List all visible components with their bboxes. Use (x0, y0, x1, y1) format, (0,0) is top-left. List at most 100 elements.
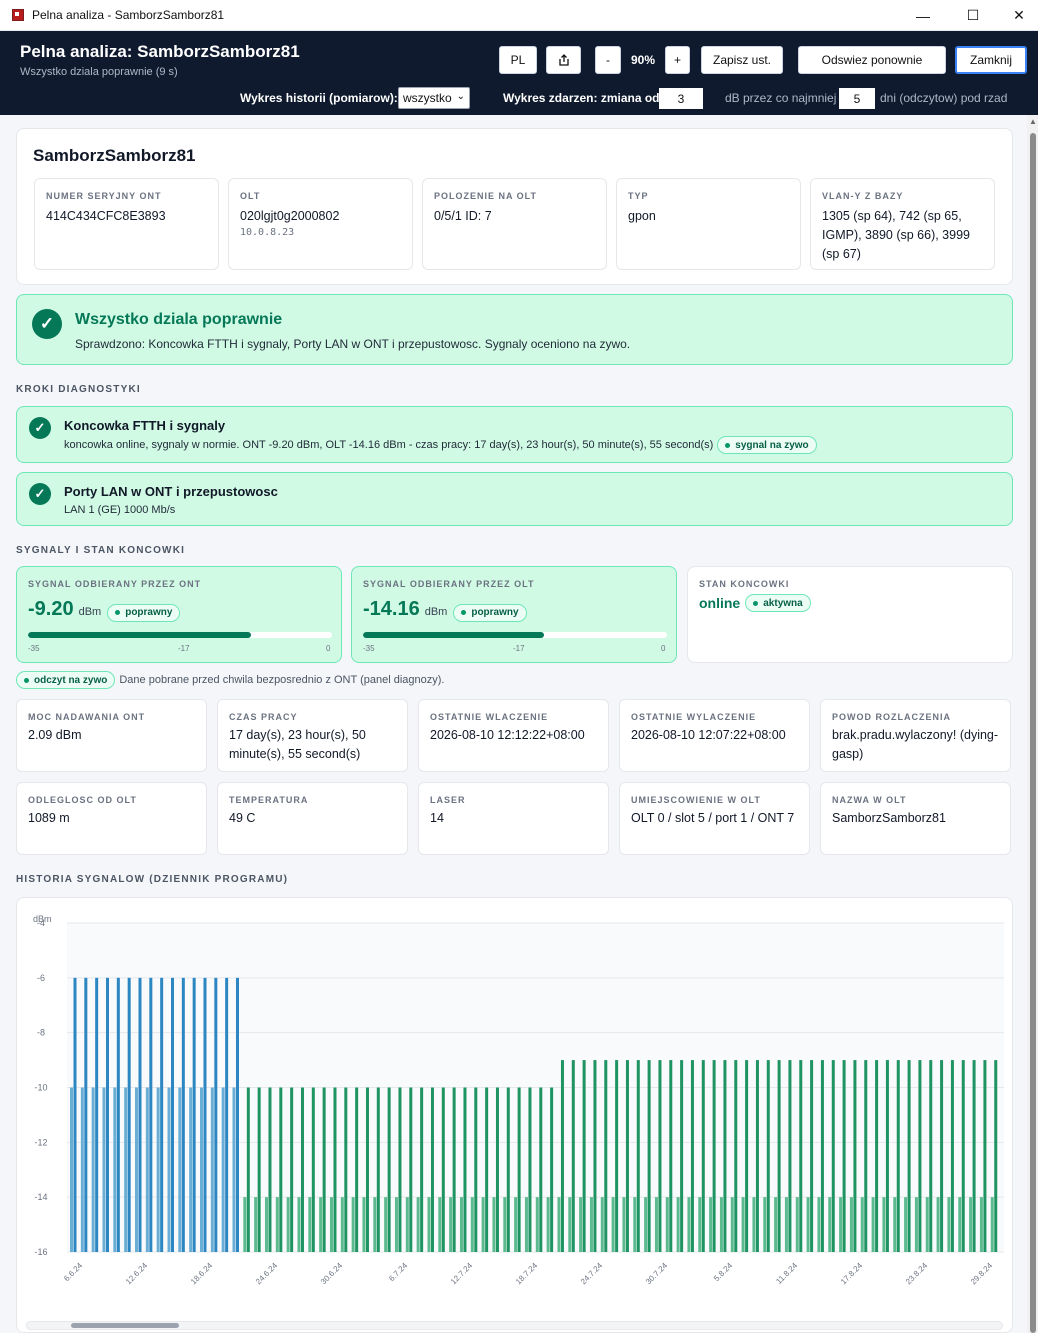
ont-signal-bar (181, 977, 185, 1252)
ont-signal-bar (777, 1060, 781, 1252)
history-range-select[interactable]: wszystko ⌄ (398, 87, 470, 109)
x-tick-label: 12.7.24 (449, 1261, 475, 1287)
ont-signal-bar (452, 1087, 456, 1252)
olt-signal-bar (665, 1197, 669, 1252)
maximize-button[interactable]: ☐ (966, 7, 980, 23)
live-reading-row: odczyt na zywo Dane pobrane przed chwila… (16, 671, 444, 689)
ont-signal-bar (550, 1087, 554, 1252)
olt-signal-bar (784, 1197, 788, 1252)
ont-signal-bar (246, 1087, 250, 1252)
y-tick-label: -6 (37, 973, 45, 983)
metric-label: NAZWA W OLT (832, 795, 907, 805)
metric-label: POWOD ROZLACZENIA (832, 712, 951, 722)
ont-signal-bar (961, 1060, 965, 1252)
olt-signal-bar (524, 1197, 528, 1252)
x-tick-label: 12.6.24 (124, 1261, 150, 1287)
signal-label: SYGNAL ODBIERANY PRZEZ ONT (28, 579, 202, 589)
metric-label: OSTATNIE WYLACZENIE (631, 712, 757, 722)
vertical-scrollbar[interactable]: ▲ (1027, 115, 1038, 1333)
x-tick-label: 24.6.24 (254, 1261, 280, 1287)
minimize-button[interactable]: — (916, 7, 930, 24)
y-tick-label: -14 (34, 1192, 47, 1202)
olt-signal-bar (243, 1197, 247, 1252)
olt-signal-bar (752, 1197, 756, 1252)
olt-signal-bar (600, 1197, 604, 1252)
ont-signal-bar (875, 1060, 879, 1252)
olt-signal-bar (990, 1197, 994, 1252)
events-db-text: dB przez co najmniej (725, 91, 837, 105)
status-banner: ✓ Wszystko dziala poprawnie Sprawdzono: … (16, 294, 1013, 365)
ont-signal-bar (105, 977, 109, 1252)
olt-signal-bar (828, 1197, 832, 1252)
events-db-input[interactable]: 3 (659, 88, 703, 109)
olt-signal-bar (156, 1087, 160, 1252)
chart-scrollbar-thumb[interactable] (71, 1323, 179, 1328)
signal-value: -14.16 (363, 598, 420, 620)
x-tick-label: 17.8.24 (839, 1261, 865, 1287)
olt-signal-bar (481, 1197, 485, 1252)
metric-card: LASER 14 (418, 782, 609, 855)
ont-signal-bar (625, 1060, 629, 1252)
olt-signal-bar (947, 1197, 951, 1252)
export-button[interactable] (546, 46, 581, 74)
signal-unit: dBm (424, 606, 448, 618)
live-reading-badge: odczyt na zywo (16, 671, 116, 689)
scrollbar-thumb[interactable] (1030, 133, 1036, 1333)
refresh-button[interactable]: Odswiez ponownie (798, 46, 946, 74)
window-title: Pelna analiza - SamborzSamborz81 (32, 8, 225, 22)
olt-signal-bar (687, 1197, 691, 1252)
x-tick-label: 23.8.24 (904, 1261, 930, 1287)
olt-signal-bar (763, 1197, 767, 1252)
metric-value: 49 C (229, 811, 256, 825)
save-settings-button[interactable]: Zapisz ust. (701, 46, 783, 74)
window-close-button[interactable]: ✕ (1013, 7, 1025, 23)
olt-signal-bar (936, 1197, 940, 1252)
ont-signal-bar (409, 1087, 413, 1252)
ont-signal-bar (831, 1060, 835, 1252)
signal-label: SYGNAL ODBIERANY PRZEZ OLT (363, 579, 535, 589)
ont-signal-bar (149, 977, 153, 1252)
olt-signal-bar (568, 1197, 572, 1252)
ont-signal-bar (907, 1060, 911, 1252)
ont-signal-bar (690, 1060, 694, 1252)
ont-signal-bar (528, 1087, 532, 1252)
close-analysis-button[interactable]: Zamknij (955, 46, 1027, 74)
x-tick-label: 24.7.24 (579, 1261, 605, 1287)
check-icon: ✓ (29, 417, 51, 439)
live-signal-badge: sygnal na zywo (717, 436, 817, 454)
olt-signal-bar (514, 1197, 518, 1252)
olt-signal-bar (839, 1197, 843, 1252)
zoom-in-button[interactable]: + (665, 46, 690, 74)
olt-signal-bar (405, 1197, 409, 1252)
chart-horizontal-scrollbar[interactable] (26, 1321, 1003, 1330)
language-button[interactable]: PL (499, 46, 537, 74)
ont-signal-bar (745, 1060, 749, 1252)
ont-signal-bar (972, 1060, 976, 1252)
ont-signal-bar (788, 1060, 792, 1252)
metric-value: SamborzSamborz81 (832, 811, 946, 825)
scroll-up-icon[interactable]: ▲ (1029, 117, 1037, 126)
olt-signal-bar (958, 1197, 962, 1252)
history-range-value: wszystko (403, 91, 452, 105)
scale-mid: -17 (513, 644, 525, 653)
x-tick-label: 6.7.24 (387, 1261, 409, 1283)
ont-signal-bar (658, 1060, 662, 1252)
olt-signal-bar (373, 1197, 377, 1252)
ont-signal-bar (192, 977, 196, 1252)
ont-signal-bar (127, 977, 131, 1252)
events-days-input[interactable]: 5 (839, 88, 875, 109)
olt-signal-bar (579, 1197, 583, 1252)
ont-signal-bar (539, 1087, 543, 1252)
ont-signal-bar (235, 977, 239, 1252)
status-title: Wszystko dziala poprawnie (75, 311, 283, 328)
olt-signal-bar (676, 1197, 680, 1252)
field-label: NUMER SERYJNY ONT (46, 191, 162, 201)
zoom-out-button[interactable]: - (595, 46, 621, 74)
metric-label: OSTATNIE WLACZENIE (430, 712, 549, 722)
ont-signal-bar (376, 1087, 380, 1252)
signals-section-title: SYGNALY I STAN KONCOWKI (16, 545, 186, 556)
y-tick-label: -10 (34, 1083, 47, 1093)
history-chart-label: Wykres historii (pomiarow): (240, 91, 398, 105)
metric-card: ODLEGLOSC OD OLT 1089 m (16, 782, 207, 855)
ont-signal-bar (268, 1087, 272, 1252)
